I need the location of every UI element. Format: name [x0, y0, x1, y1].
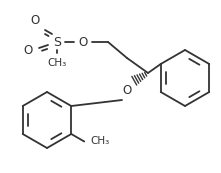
- Text: CH₃: CH₃: [47, 58, 67, 68]
- Text: O: O: [78, 35, 88, 48]
- Text: O: O: [30, 15, 40, 28]
- Text: S: S: [53, 35, 61, 48]
- Text: O: O: [122, 84, 132, 98]
- Text: CH₃: CH₃: [90, 136, 109, 147]
- Text: O: O: [23, 44, 33, 57]
